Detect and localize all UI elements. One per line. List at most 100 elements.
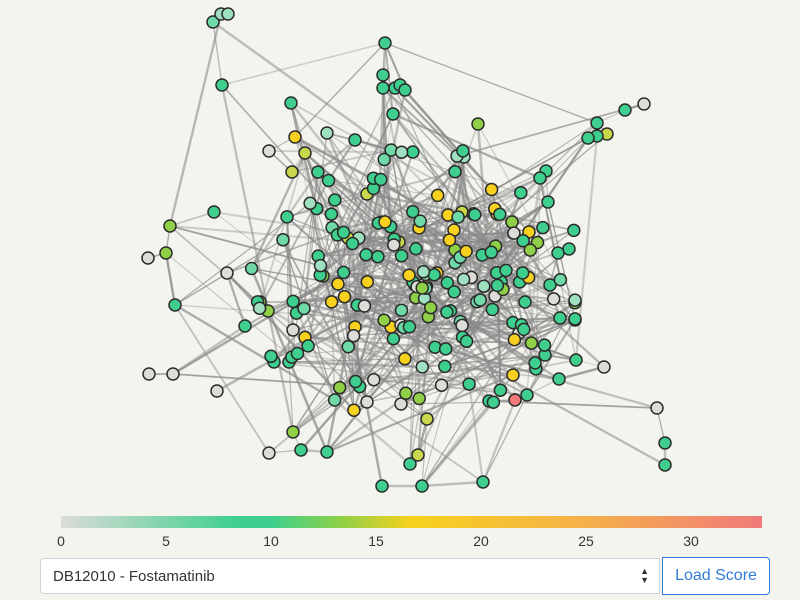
network-node[interactable]: [360, 395, 374, 409]
network-node[interactable]: [462, 377, 476, 391]
network-node[interactable]: [336, 225, 351, 240]
network-canvas[interactable]: [0, 0, 800, 510]
network-node[interactable]: [298, 146, 312, 160]
network-node[interactable]: [207, 205, 221, 219]
network-node[interactable]: [367, 372, 381, 387]
network-node[interactable]: [440, 276, 455, 290]
network-node[interactable]: [324, 207, 339, 221]
load-score-button[interactable]: Load Score: [662, 557, 770, 595]
network-node[interactable]: [221, 7, 235, 21]
network-node[interactable]: [394, 249, 409, 263]
network-node[interactable]: [567, 223, 581, 238]
network-node[interactable]: [551, 246, 565, 260]
network-node[interactable]: [328, 193, 342, 207]
network-node[interactable]: [377, 313, 391, 327]
network-node[interactable]: [597, 360, 611, 374]
network-node[interactable]: [552, 372, 566, 386]
network-node[interactable]: [476, 475, 490, 489]
network-node[interactable]: [543, 278, 557, 292]
network-node[interactable]: [430, 188, 445, 203]
network-node[interactable]: [451, 210, 465, 224]
network-node[interactable]: [528, 356, 542, 370]
network-node[interactable]: [244, 261, 259, 276]
network-node[interactable]: [518, 295, 532, 309]
network-node[interactable]: [376, 68, 390, 82]
network-node[interactable]: [442, 233, 457, 247]
network-node[interactable]: [415, 479, 429, 493]
network-node[interactable]: [220, 266, 234, 280]
network-node[interactable]: [440, 305, 454, 319]
network-node[interactable]: [485, 302, 500, 317]
network-node[interactable]: [285, 165, 299, 179]
network-node[interactable]: [371, 249, 385, 264]
network-node[interactable]: [507, 332, 522, 347]
network-node[interactable]: [327, 393, 342, 407]
network-node[interactable]: [378, 215, 392, 229]
network-node[interactable]: [423, 300, 438, 315]
network-node[interactable]: [416, 265, 431, 279]
network-node[interactable]: [402, 320, 417, 334]
network-node[interactable]: [484, 182, 499, 197]
network-node[interactable]: [360, 275, 375, 289]
network-node[interactable]: [324, 295, 339, 309]
network-node[interactable]: [301, 339, 315, 353]
network-node[interactable]: [321, 173, 336, 188]
network-node[interactable]: [262, 446, 276, 460]
network-node[interactable]: [514, 185, 528, 200]
network-node[interactable]: [398, 352, 412, 366]
network-node[interactable]: [294, 443, 308, 457]
network-node[interactable]: [168, 298, 182, 312]
network-node[interactable]: [515, 266, 530, 280]
network-node[interactable]: [394, 303, 409, 317]
network-node[interactable]: [286, 425, 300, 439]
network-node[interactable]: [650, 401, 664, 415]
network-node[interactable]: [553, 272, 568, 287]
network-graph[interactable]: [0, 0, 800, 510]
network-node[interactable]: [159, 246, 173, 260]
network-node[interactable]: [473, 293, 487, 307]
network-node[interactable]: [412, 391, 426, 406]
network-node[interactable]: [546, 292, 561, 306]
network-node[interactable]: [403, 457, 417, 471]
network-node[interactable]: [303, 196, 317, 211]
network-node[interactable]: [459, 334, 474, 349]
network-node[interactable]: [378, 36, 392, 50]
network-node[interactable]: [409, 242, 423, 256]
network-node[interactable]: [375, 479, 389, 493]
network-node[interactable]: [357, 299, 372, 313]
network-node[interactable]: [290, 346, 305, 361]
network-node[interactable]: [581, 131, 595, 145]
network-node[interactable]: [377, 152, 391, 167]
network-node[interactable]: [406, 204, 420, 219]
network-node[interactable]: [394, 145, 409, 159]
network-node[interactable]: [484, 245, 499, 260]
network-node[interactable]: [413, 214, 427, 228]
network-node[interactable]: [434, 378, 449, 392]
network-node[interactable]: [568, 312, 582, 326]
network-node[interactable]: [569, 353, 583, 367]
network-node[interactable]: [505, 215, 519, 229]
network-node[interactable]: [411, 448, 425, 462]
network-node[interactable]: [320, 126, 334, 140]
network-node[interactable]: [658, 436, 672, 450]
network-node[interactable]: [311, 165, 325, 179]
network-node[interactable]: [346, 328, 361, 343]
network-node[interactable]: [337, 289, 352, 304]
network-node[interactable]: [415, 281, 429, 295]
network-node[interactable]: [345, 236, 360, 251]
network-node[interactable]: [142, 367, 156, 381]
network-node[interactable]: [420, 412, 434, 426]
network-node[interactable]: [264, 349, 278, 364]
network-node[interactable]: [459, 244, 473, 259]
network-node[interactable]: [406, 145, 420, 159]
network-node[interactable]: [166, 367, 180, 381]
network-node[interactable]: [562, 242, 576, 256]
network-node[interactable]: [553, 311, 567, 325]
network-node[interactable]: [499, 263, 513, 278]
network-node[interactable]: [348, 133, 362, 147]
network-node[interactable]: [336, 265, 351, 280]
network-node[interactable]: [456, 272, 471, 287]
network-node[interactable]: [387, 238, 401, 252]
network-node[interactable]: [456, 144, 470, 158]
network-node[interactable]: [163, 219, 177, 233]
